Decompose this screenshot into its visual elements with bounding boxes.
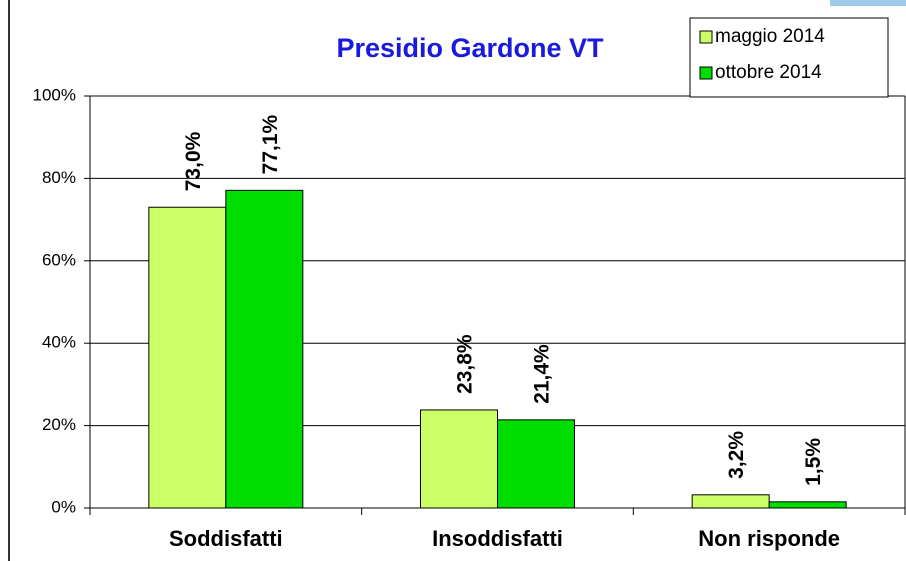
value-label: 21,4%: [531, 344, 554, 404]
y-tick-label: 0%: [51, 497, 76, 516]
bar: [691, 494, 770, 509]
legend-box: [689, 17, 889, 98]
x-tick-label: Insoddisfatti: [432, 526, 563, 551]
value-label: 77,1%: [259, 114, 282, 174]
bar: [148, 206, 227, 509]
legend-swatch: [699, 66, 713, 80]
value-label: 3,2%: [725, 431, 748, 479]
legend-label: ottobre 2014: [715, 62, 822, 83]
y-tick-label: 100%: [33, 85, 76, 104]
bar: [225, 189, 304, 509]
bar: [497, 419, 575, 509]
x-tick-label: Soddisfatti: [169, 526, 283, 551]
y-tick-label: 60%: [42, 250, 76, 269]
x-tick-label: Non risponde: [698, 526, 840, 551]
bar: [768, 501, 847, 509]
y-tick-label: 80%: [42, 168, 76, 187]
value-label: 1,5%: [802, 438, 825, 486]
decoration: [830, 0, 906, 6]
legend-swatch: [699, 30, 713, 44]
y-tick-label: 20%: [42, 415, 76, 434]
y-tick-label: 40%: [42, 333, 76, 352]
legend-label: maggio 2014: [715, 26, 825, 47]
chart-title: Presidio Gardone VT: [336, 33, 604, 63]
value-label: 23,8%: [454, 334, 477, 394]
value-label: 73,0%: [182, 131, 205, 191]
bar: [420, 409, 498, 509]
